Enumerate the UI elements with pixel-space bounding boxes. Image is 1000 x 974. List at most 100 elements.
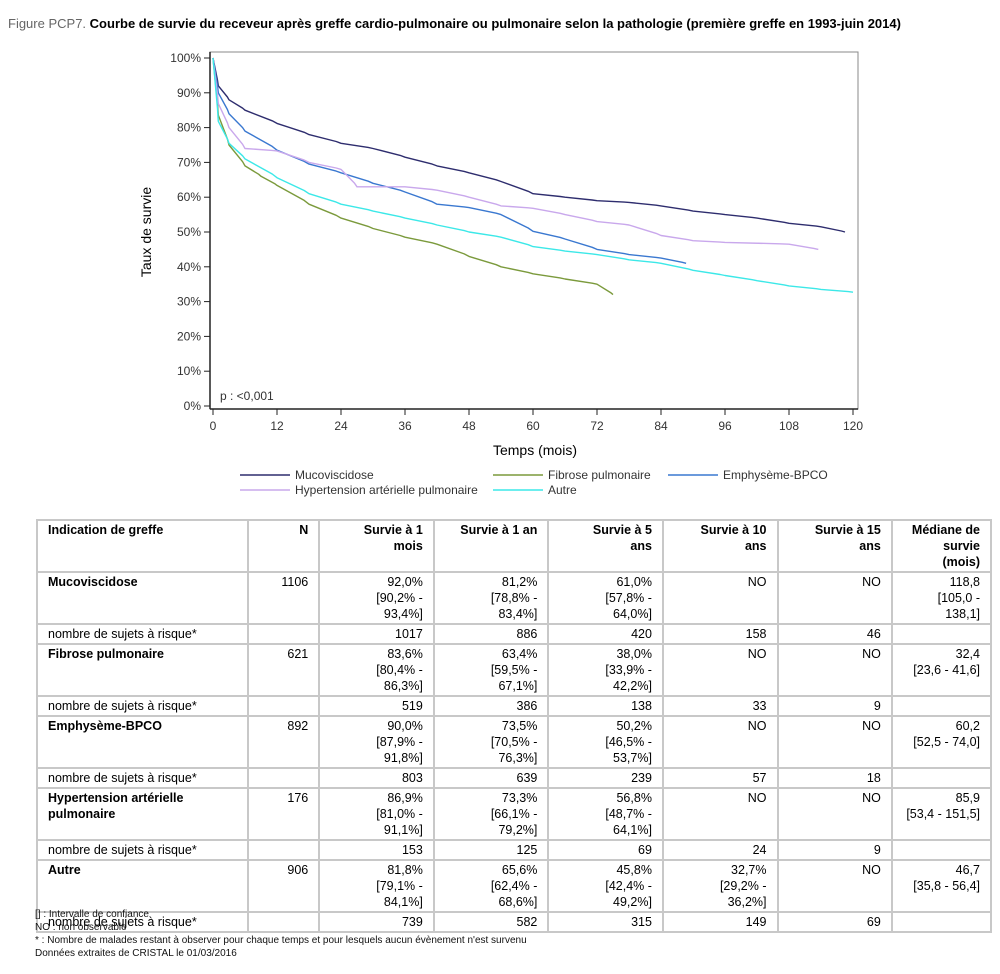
at-risk-cell: 239 [547,767,664,789]
survival-cell: 86,9% [81,0% -91,1%] [318,787,435,841]
at-risk-cell: 420 [547,623,664,645]
survival-cell: 65,6% [62,4% -68,6%] [432,859,550,913]
survival-cell: 38,0% [33,9% -42,2%] [547,643,664,697]
survival-cell: 83,6% [80,4% -86,3%] [318,643,435,697]
x-tick-label: 0 [210,419,217,433]
y-tick-label: 40% [177,260,201,274]
y-tick-label: 0% [184,399,202,413]
curve-mucoviscidose [212,57,846,233]
survival-cell: 61,0% [57,8% -64,0%] [547,571,664,625]
survival-cell: 81,8% [79,1% -84,1%] [318,859,435,913]
curve-emphyseme-bpco [212,57,687,264]
survival-cell: 81,2% [78,8% -83,4%] [432,571,550,625]
at-risk-cell: 149 [661,911,779,933]
empty-cell [246,911,321,933]
at-risk-cell: 582 [432,911,550,933]
at-risk-cell [890,911,993,933]
y-tick-label: 30% [177,295,201,309]
indication-cell: Mucoviscidose [36,571,249,625]
curve-fibrose-pulmonaire [212,57,614,296]
survival-cell: 73,3% [66,1% -79,2%] [432,787,550,841]
y-tick-label: 90% [177,86,201,100]
legend-label-emphyseme-bpco: Emphysème-BPCO [723,468,828,482]
footnote: Données extraites de CRISTAL le 01/03/20… [35,948,237,959]
legend-label-mucoviscidose: Mucoviscidose [295,468,374,482]
y-tick-label: 20% [177,329,201,343]
legend-label-hypertension-arterielle-pulmonaire: Hypertension artérielle pulmonaire [295,483,478,497]
survival-cell: NO [661,787,779,841]
x-tick-label: 36 [398,419,412,433]
survival-cell: 90,0% [87,9% -91,8%] [318,715,435,769]
survival-cell: NO [776,859,893,913]
at-risk-cell: 739 [318,911,435,933]
column-header: Survie à 15 ans [776,519,893,573]
at-risk-cell: 125 [432,839,550,861]
survival-cell: 60,2 [52,5 - 74,0] [890,715,993,769]
empty-cell [246,695,321,717]
at-risk-label: nombre de sujets à risque* [36,911,249,933]
survival-cell: 50,2% [46,5% -53,7%] [547,715,664,769]
y-axis: 0% 10% 20% 30% 40% 50% 60% 70% 80% 90% 100% [170,51,210,413]
legend-label-fibrose-pulmonaire: Fibrose pulmonaire [548,468,651,482]
survival-curves [212,57,854,296]
column-header: Survie à 1 an [432,519,550,573]
at-risk-cell: 315 [547,911,664,933]
at-risk-row: nombre de sujets à risque* 519 386 138 33 9 [36,695,993,717]
x-tick-label: 48 [462,419,476,433]
survival-cell: 85,9 [53,4 - 151,5] [890,787,993,841]
at-risk-cell: 1017 [318,623,435,645]
indication-cell: Fibrose pulmonaire [36,643,249,697]
x-axis-title: Temps (mois) [493,442,577,458]
x-tick-label: 12 [270,419,284,433]
at-risk-cell: 9 [776,839,893,861]
survival-cell: 56,8% [48,7% -64,1%] [547,787,664,841]
survival-cell: 46,7 [35,8 - 56,4] [890,859,993,913]
empty-cell [246,839,321,861]
x-axis: 0 12 24 36 48 60 72 84 96 108 120 [210,409,863,433]
table-row: Hypertension artérielle pulmonaire 176 86,9… [36,787,993,841]
x-tick-label: 96 [718,419,732,433]
column-header: Survie à 5 ans [547,519,664,573]
indication-cell: Emphysème-BPCO [36,715,249,769]
column-header: Survie à 1 mois [318,519,435,573]
p-value-annotation: p : <0,001 [220,389,274,403]
n-cell: 906 [246,859,321,913]
curve-hypertension-arterielle-pulmonaire [212,57,819,251]
survival-cell: 45,8% [42,4% -49,2%] [547,859,664,913]
footnote: [] : Intervalle de confiance [35,909,149,920]
table-row: Mucoviscidose 1106 92,0% [90,2% -93,4%] 81,2… [36,571,993,625]
empty-cell [246,623,321,645]
survival-cell: NO [776,787,893,841]
at-risk-label: nombre de sujets à risque* [36,839,249,861]
x-tick-label: 60 [526,419,540,433]
plot-frame [209,51,859,410]
footnote: NO : non observable [35,922,127,933]
x-tick-label: 72 [590,419,604,433]
at-risk-cell: 519 [318,695,435,717]
at-risk-cell: 803 [318,767,435,789]
survival-chart: 0% 10% 20% 30% 40% 50% 60% 70% 80% 90% 100% 0 12 24 3… [138,51,863,497]
survival-table: Indication de greffe N Survie à 1 mois Survi… [36,519,993,933]
n-cell: 1106 [246,571,321,625]
figure-title: Figure PCP7. Courbe de survie du receveu… [8,16,901,31]
table-row: Autre 906 81,8% [79,1% -84,1%] 65,6% [62,4% -… [36,859,993,913]
at-risk-label: nombre de sujets à risque* [36,623,249,645]
at-risk-cell [890,695,993,717]
n-cell: 621 [246,643,321,697]
survival-cell: 118,8 [105,0 -138,1] [890,571,993,625]
column-header: Survie à 10 ans [661,519,779,573]
legend: Mucoviscidose Fibrose pulmonaire Emphysème… [240,468,828,497]
survival-cell: NO [661,715,779,769]
footnotes: [] : Intervalle de confiance NO : non obs… [35,908,527,960]
y-tick-label: 50% [177,225,201,239]
n-cell: 176 [246,787,321,841]
at-risk-label: nombre de sujets à risque* [36,767,249,789]
indication-cell: Autre [36,859,249,913]
at-risk-cell [890,623,993,645]
n-cell: 892 [246,715,321,769]
at-risk-cell: 69 [776,911,893,933]
table-row: Fibrose pulmonaire 621 83,6% [80,4% -86,3%]… [36,643,993,697]
at-risk-cell: 33 [661,695,779,717]
at-risk-row: nombre de sujets à risque* 803 639 239 57 18 [36,767,993,789]
survival-cell: 73,5% [70,5% -76,3%] [432,715,550,769]
